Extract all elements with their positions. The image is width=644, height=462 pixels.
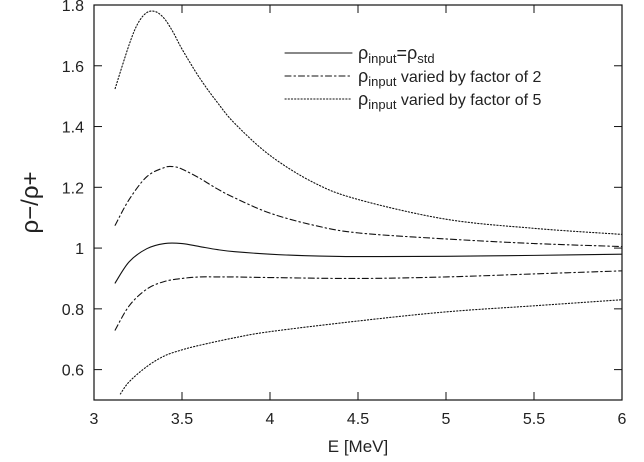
series-lines	[114, 10, 623, 395]
y-tick-label: 1.6	[62, 59, 84, 76]
series-line-factor5-upper	[114, 10, 623, 235]
y-tick-label: 1.4	[62, 120, 84, 137]
y-axis-title: ρ−/ρ+	[17, 171, 44, 233]
legend-entry-factor5-label: ρinput varied by factor of 5	[358, 89, 542, 112]
x-axis-title: E [MeV]	[328, 437, 388, 456]
y-tick-label: 1	[75, 241, 84, 258]
series-line-std	[114, 242, 623, 284]
x-tick-labels: 3 3.5 4 4.5 5 5.5 6	[90, 411, 627, 428]
y-tick-label: 0.6	[62, 363, 84, 380]
legend-entry-factor2-label: ρinput varied by factor of 2	[358, 66, 542, 89]
series-line-factor5-lower	[119, 299, 623, 395]
y-tick-label: 1.2	[62, 180, 84, 197]
x-tick-label: 3	[90, 411, 99, 428]
plot-frame	[93, 4, 623, 401]
series-line-factor2-lower	[114, 270, 623, 331]
y-tick-labels: 0.6 0.8 1 1.2 1.4 1.6 1.8	[62, 0, 84, 380]
x-tick-label: 3.5	[171, 411, 193, 428]
series-line-factor2-upper	[114, 165, 623, 248]
x-tick-label: 4.5	[347, 411, 369, 428]
x-tick-label: 6	[618, 411, 627, 428]
y-tick-label: 1.8	[62, 0, 84, 15]
legend-entry-std-label: ρinput=ρstd	[358, 43, 435, 66]
x-tick-label: 5.5	[523, 411, 545, 428]
y-tick-label: 0.8	[62, 302, 84, 319]
x-tick-label: 5	[442, 411, 451, 428]
axis-ticks	[93, 4, 623, 400]
plot-border	[93, 4, 623, 401]
x-tick-label: 4	[266, 411, 275, 428]
